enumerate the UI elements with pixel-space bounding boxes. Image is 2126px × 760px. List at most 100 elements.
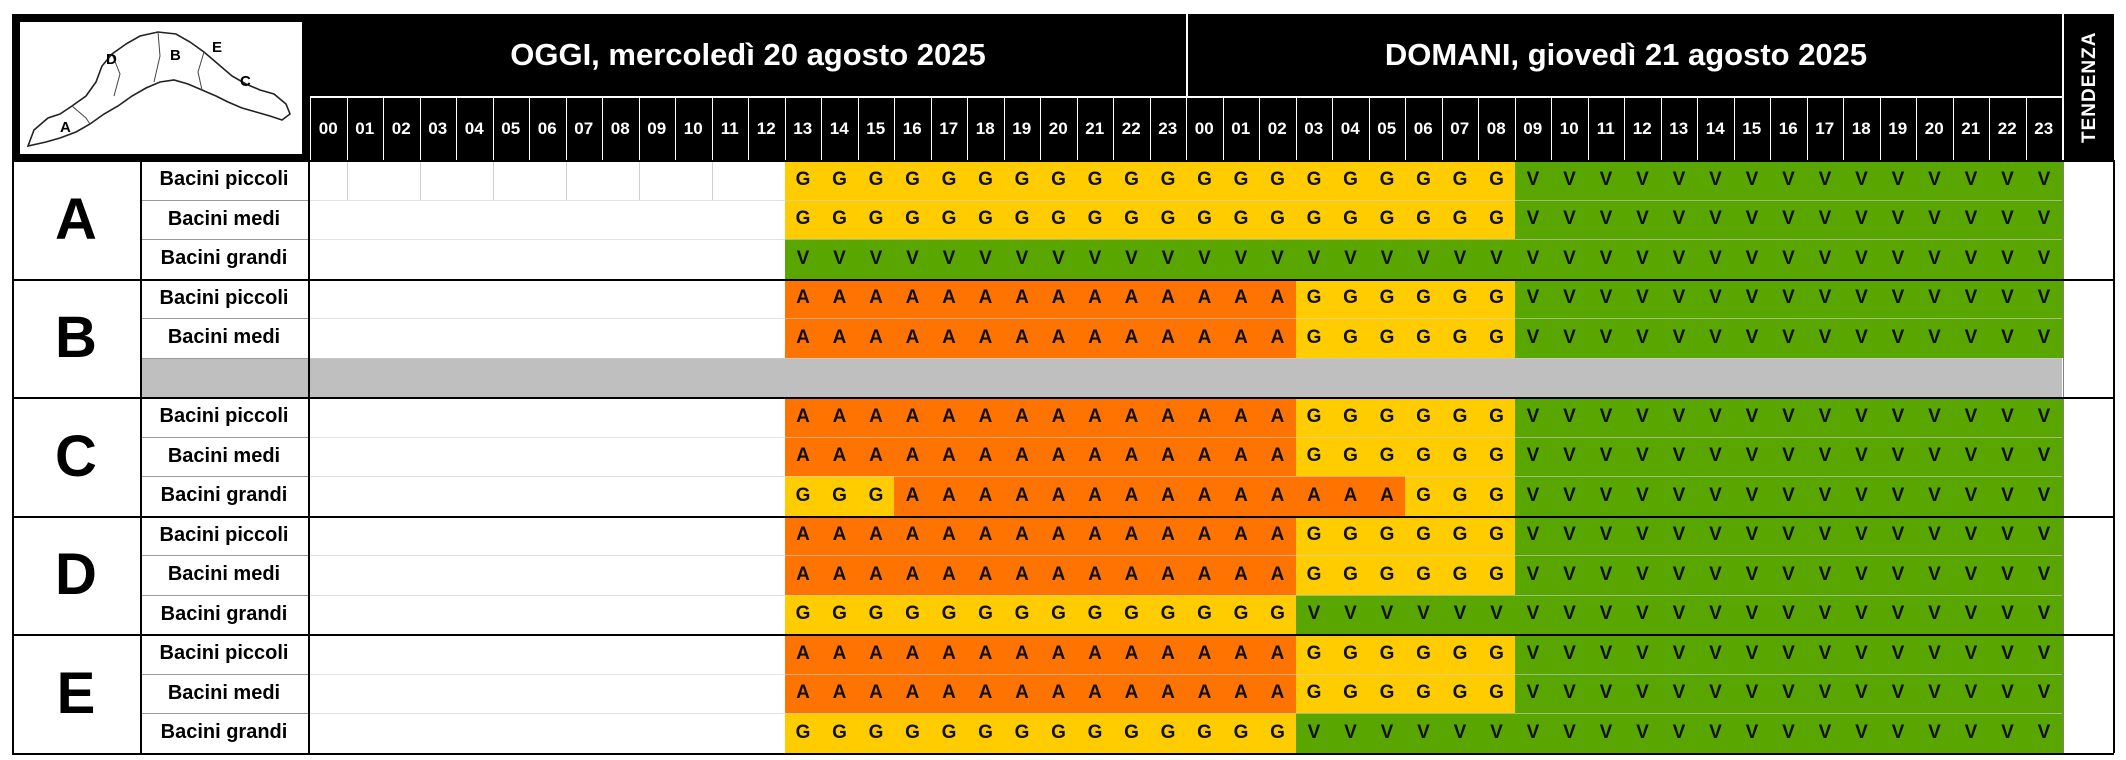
basin-label: Bacini grandi [160, 484, 288, 507]
alert-cell: G [857, 476, 895, 516]
alert-cell: V [1989, 397, 2026, 437]
alert-cell: G [1186, 199, 1223, 239]
row-separator [140, 476, 308, 477]
alert-cell: A [821, 673, 858, 713]
alert-cell: V [1843, 476, 1880, 516]
alert-cell: V [1733, 476, 1771, 516]
alert-cell: V [1514, 515, 1552, 555]
alert-cell: A [1040, 397, 1077, 437]
alert-cell: V [1952, 555, 1990, 595]
zone-border [12, 634, 2114, 636]
alert-cell: V [1660, 278, 1698, 318]
alert-cell: V [1660, 318, 1698, 358]
alert-cell: V [1076, 239, 1114, 279]
alert-cell: V [1332, 713, 1369, 753]
hour-label: 08 [1486, 119, 1506, 138]
alert-cell: V [1332, 594, 1369, 634]
alert-cell: V [1916, 515, 1953, 555]
alert-cell: V [1697, 634, 1734, 674]
alert-cell: V [2025, 713, 2063, 753]
alert-cell: V [1441, 594, 1479, 634]
alert-cell: A [857, 515, 895, 555]
alert-cell: A [1076, 436, 1114, 476]
basin-label: Bacini medi [167, 207, 281, 230]
alert-cell: G [967, 594, 1004, 634]
alert-cell: G [1003, 160, 1041, 200]
alert-cell: G [1441, 199, 1479, 239]
hour-separator [1916, 98, 1917, 160]
alert-cell: A [1003, 555, 1041, 595]
alert-cell: A [967, 278, 1004, 318]
alert-cell: A [1003, 673, 1041, 713]
alert-cell: G [1405, 436, 1442, 476]
hour-separator [638, 98, 640, 160]
hour-separator [1149, 98, 1151, 160]
alert-cell: G [821, 160, 858, 200]
alert-cell: G [1186, 594, 1223, 634]
alert-cell: A [967, 397, 1004, 437]
hour-separator [1551, 98, 1552, 160]
alert-cell: V [1697, 555, 1734, 595]
hour-label: 03 [1304, 119, 1324, 138]
alert-cell: A [1076, 515, 1114, 555]
alert-cell: A [857, 436, 895, 476]
alert-cell: V [1587, 634, 1625, 674]
alert-cell: G [1332, 673, 1369, 713]
hour-separator [310, 98, 311, 160]
row-separator [310, 713, 2062, 714]
alert-cell: V [1697, 318, 1734, 358]
alert-cell: V [2025, 555, 2063, 595]
alert-cell: V [1514, 278, 1552, 318]
hour-separator [1076, 98, 1078, 160]
alert-cell: A [930, 634, 968, 674]
alert-cell: A [1040, 318, 1077, 358]
alert-cell: V [1879, 634, 1917, 674]
alert-cell: A [894, 555, 931, 595]
hour-separator [1624, 98, 1625, 160]
alert-cell: V [1624, 515, 1661, 555]
hour-label: 14 [829, 119, 849, 138]
column-border [12, 160, 14, 753]
alert-cell: G [1332, 278, 1369, 318]
column-border [140, 160, 142, 753]
alert-cell: G [1259, 160, 1296, 200]
alert-cell: G [1186, 713, 1223, 753]
alert-cell: G [784, 160, 822, 200]
alert-cell: V [1660, 594, 1698, 634]
row-separator [310, 673, 2062, 675]
hour-label: 09 [1523, 119, 1543, 138]
alert-cell: V [1806, 515, 1844, 555]
alert-cell: V [1587, 436, 1625, 476]
alert-cell: V [1952, 436, 1990, 476]
alert-cell: G [967, 160, 1004, 200]
alert-cell: V [1879, 713, 1917, 753]
alert-cell: A [1186, 555, 1223, 595]
alert-cell: G [1368, 199, 1406, 239]
row-separator [140, 357, 308, 359]
alert-cell: A [1259, 673, 1296, 713]
alert-cell: V [1843, 199, 1880, 239]
alert-cell: V [1259, 239, 1296, 279]
alert-cell: A [1259, 436, 1296, 476]
alert-cell: V [1624, 397, 1661, 437]
alert-cell: A [1040, 673, 1077, 713]
row-separator [140, 594, 308, 596]
alert-cell: G [1295, 199, 1333, 239]
alert-cell: V [1916, 199, 1953, 239]
alert-cell: A [1113, 555, 1150, 595]
alert-cell: A [1222, 634, 1260, 674]
alert-cell: G [1295, 555, 1333, 595]
row-separator [140, 673, 308, 675]
alert-cell: A [821, 634, 858, 674]
alert-cell: V [1587, 476, 1625, 516]
alert-cell: G [821, 199, 858, 239]
hour-label: 00 [318, 119, 338, 138]
alert-cell: A [894, 634, 931, 674]
hour-label: 11 [720, 119, 739, 138]
hour-separator [1040, 98, 1041, 160]
alert-cell: A [1040, 436, 1077, 476]
alert-cell: V [1697, 476, 1734, 516]
alert-cell: V [1916, 160, 1953, 200]
alert-cell: V [1551, 555, 1588, 595]
hour-separator [456, 98, 457, 160]
